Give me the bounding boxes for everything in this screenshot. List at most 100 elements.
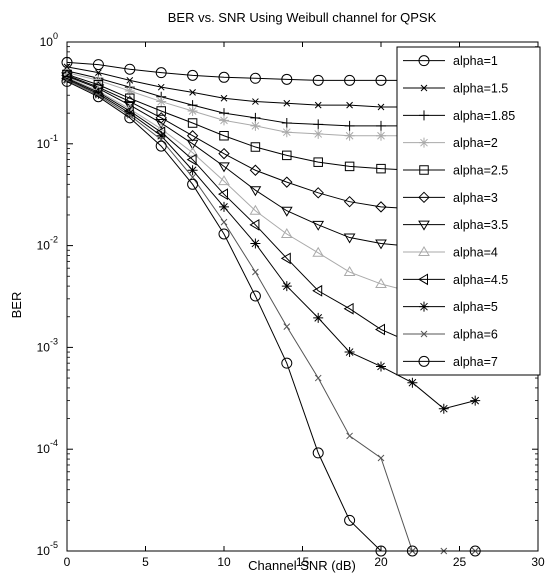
data-point xyxy=(312,284,323,297)
legend-label: alpha=5 xyxy=(453,300,498,314)
data-point xyxy=(220,94,228,102)
legend-box xyxy=(396,46,541,376)
data-point xyxy=(155,67,167,79)
data-point xyxy=(420,84,428,92)
data-point xyxy=(219,130,229,141)
legend-label: alpha=6 xyxy=(453,328,498,342)
data-point xyxy=(419,165,429,175)
data-point xyxy=(187,178,199,190)
data-point xyxy=(344,74,356,86)
data-point xyxy=(126,76,134,84)
data-point xyxy=(249,186,262,197)
data-point xyxy=(155,119,168,130)
legend-entry: alpha=5 xyxy=(403,300,498,314)
data-point xyxy=(124,63,136,75)
data-point xyxy=(252,98,259,105)
data-point xyxy=(219,201,229,212)
data-point xyxy=(281,357,293,369)
data-point xyxy=(376,130,386,141)
x-tick-label: 10 xyxy=(217,555,231,569)
data-point xyxy=(125,93,135,104)
legend-entry: alpha=3 xyxy=(403,191,498,205)
data-point xyxy=(280,206,293,217)
x-tick-label: 30 xyxy=(531,555,545,569)
data-point xyxy=(419,110,429,121)
data-point xyxy=(419,301,429,312)
data-point xyxy=(252,268,259,276)
legend-label: alpha=4 xyxy=(453,246,498,260)
legend-entry: alpha=1.85 xyxy=(403,109,515,123)
y-tick-label: 10-2 xyxy=(37,235,58,253)
data-point xyxy=(314,101,322,109)
data-point xyxy=(406,545,418,557)
data-point xyxy=(218,71,230,83)
data-point xyxy=(346,101,353,109)
data-point xyxy=(92,59,104,71)
data-point xyxy=(282,150,292,161)
data-point xyxy=(312,447,324,459)
data-point xyxy=(124,95,136,108)
chart-title: BER vs. SNR Using Weibull channel for QP… xyxy=(168,10,437,25)
x-tick-label: 20 xyxy=(374,555,388,569)
data-point xyxy=(186,153,197,166)
data-point xyxy=(407,377,418,388)
data-point xyxy=(375,545,387,557)
data-point xyxy=(376,361,386,372)
legend: alpha=1 alpha=1.5 alpha=1.85 alpha=2 alpha=2… xyxy=(396,46,541,376)
legend-entry: alpha=1.5 xyxy=(403,82,508,96)
data-point xyxy=(418,273,428,286)
y-tick-label: 100 xyxy=(40,31,58,49)
data-point xyxy=(156,96,167,107)
data-point xyxy=(157,83,165,91)
y-tick-label: 10-4 xyxy=(37,438,58,456)
x-axis-label: Channel SNR (dB) xyxy=(248,558,356,573)
data-point xyxy=(281,176,293,188)
data-point xyxy=(186,139,199,150)
data-point xyxy=(187,105,198,116)
data-point xyxy=(377,454,385,462)
data-point xyxy=(418,355,430,367)
data-point xyxy=(377,103,385,111)
legend-label: alpha=2 xyxy=(453,136,498,150)
data-point xyxy=(187,69,199,81)
data-point xyxy=(218,188,228,201)
data-point xyxy=(418,55,430,67)
x-tick-label: 0 xyxy=(64,555,71,569)
data-point xyxy=(61,75,73,87)
data-point xyxy=(418,246,430,256)
data-point xyxy=(312,246,325,257)
data-point xyxy=(313,128,324,139)
data-point xyxy=(344,161,355,172)
y-tick-label: 10-1 xyxy=(37,133,58,151)
data-point xyxy=(438,403,449,414)
data-point xyxy=(249,218,260,231)
data-point xyxy=(93,88,104,99)
data-point xyxy=(62,74,72,85)
data-point xyxy=(281,281,292,292)
data-point xyxy=(419,137,429,148)
data-point xyxy=(343,195,356,208)
data-point xyxy=(92,91,104,103)
data-point xyxy=(470,395,481,406)
data-point xyxy=(95,69,102,76)
data-point xyxy=(420,330,428,338)
data-point xyxy=(187,118,198,128)
legend-label: alpha=1.5 xyxy=(453,82,508,96)
data-point xyxy=(418,191,430,204)
data-point xyxy=(189,89,196,96)
data-point xyxy=(375,277,387,288)
legend-label: alpha=3 xyxy=(453,191,498,205)
data-point xyxy=(469,545,481,557)
x-tick-label: 15 xyxy=(296,555,310,569)
data-point xyxy=(249,164,262,176)
data-point xyxy=(250,238,261,249)
data-point xyxy=(312,187,324,199)
data-point xyxy=(218,147,230,160)
data-point xyxy=(155,140,167,152)
data-point xyxy=(249,72,261,84)
data-point xyxy=(187,165,198,176)
legend-label: alpha=2.5 xyxy=(453,164,508,178)
data-point xyxy=(280,252,291,265)
data-point xyxy=(250,120,261,131)
data-point xyxy=(281,73,293,85)
